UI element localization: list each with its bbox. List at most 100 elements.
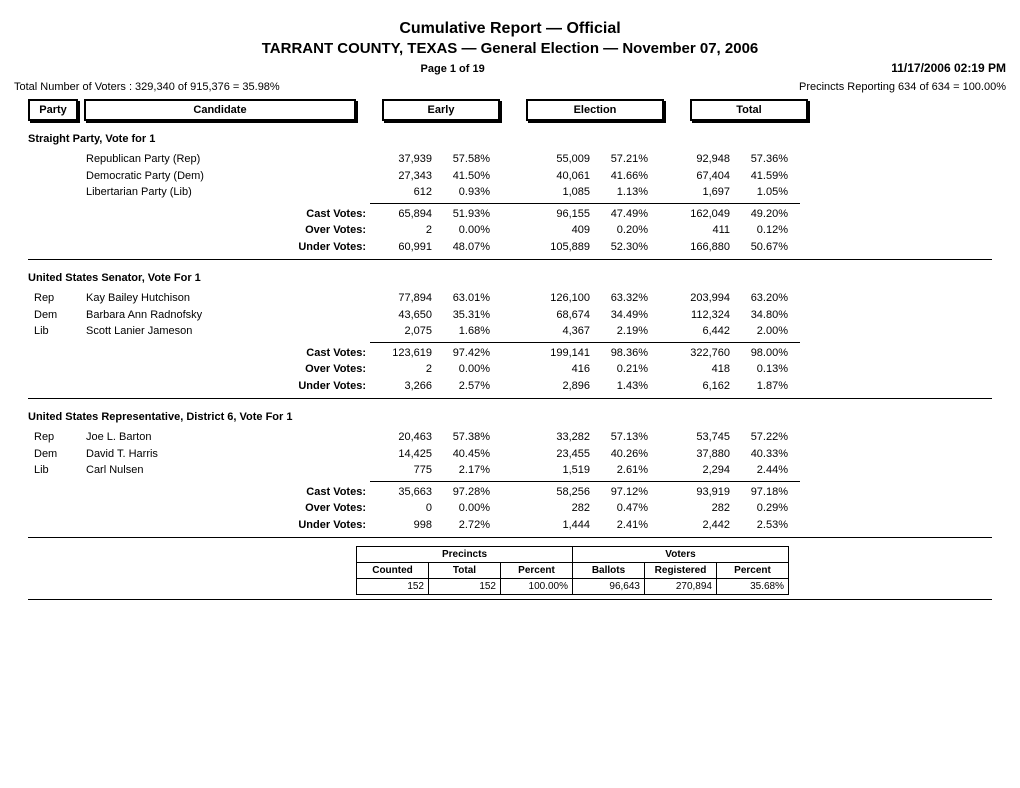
precincts-col: Registered <box>645 563 717 579</box>
early-pct: 57.38% <box>432 429 490 446</box>
early-count: 2,075 <box>370 323 432 340</box>
early-pct: 2.17% <box>432 462 490 479</box>
summary-label: Over Votes: <box>28 222 370 239</box>
total-pct: 57.22% <box>730 429 788 446</box>
total-count: 322,760 <box>648 345 730 362</box>
total-pct: 41.59% <box>730 168 788 185</box>
election-count: 55,009 <box>490 151 590 168</box>
precincts-val: 35.68% <box>717 579 789 595</box>
party-cell: Dem <box>28 307 86 324</box>
election-pct: 52.30% <box>590 239 648 256</box>
election-pct: 98.36% <box>590 345 648 362</box>
candidate-row: LibCarl Nulsen7752.17%1,5192.61%2,2942.4… <box>28 462 992 479</box>
election-count: 105,889 <box>490 239 590 256</box>
election-count: 68,674 <box>490 307 590 324</box>
early-count: 27,343 <box>370 168 432 185</box>
total-pct: 0.29% <box>730 500 788 517</box>
precincts-val: 152 <box>429 579 501 595</box>
summary-label: Cast Votes: <box>28 206 370 223</box>
election-count: 126,100 <box>490 290 590 307</box>
candidate-row: DemBarbara Ann Radnofsky43,65035.31%68,6… <box>28 307 992 324</box>
total-count: 1,697 <box>648 184 730 201</box>
summary-row: Cast Votes:123,61997.42%199,14198.36%322… <box>28 345 992 362</box>
early-count: 14,425 <box>370 446 432 463</box>
early-count: 123,619 <box>370 345 432 362</box>
total-pct: 1.05% <box>730 184 788 201</box>
election-count: 40,061 <box>490 168 590 185</box>
report-title: Cumulative Report — Official <box>14 20 1006 38</box>
hdr-election: Election <box>526 99 664 121</box>
contest-title: Straight Party, Vote for 1 <box>28 133 992 145</box>
candidate-cell: Carl Nulsen <box>86 462 370 479</box>
total-pct: 2.44% <box>730 462 788 479</box>
early-count: 2 <box>370 222 432 239</box>
total-count: 2,294 <box>648 462 730 479</box>
total-count: 282 <box>648 500 730 517</box>
column-headers: Party Candidate Early Election Total <box>28 99 1006 121</box>
hdr-total: Total <box>690 99 808 121</box>
total-count: 2,442 <box>648 517 730 534</box>
precincts-reporting: Precincts Reporting 634 of 634 = 100.00% <box>799 81 1006 93</box>
precincts-col: Total <box>429 563 501 579</box>
early-count: 2 <box>370 361 432 378</box>
candidate-cell: Democratic Party (Dem) <box>86 168 370 185</box>
total-pct: 0.12% <box>730 222 788 239</box>
early-pct: 0.93% <box>432 184 490 201</box>
candidate-row: Democratic Party (Dem)27,34341.50%40,061… <box>28 168 992 185</box>
candidate-cell: Scott Lanier Jameson <box>86 323 370 340</box>
total-count: 418 <box>648 361 730 378</box>
precincts-val: 152 <box>357 579 429 595</box>
election-pct: 57.21% <box>590 151 648 168</box>
election-count: 33,282 <box>490 429 590 446</box>
election-pct: 97.12% <box>590 484 648 501</box>
early-count: 35,663 <box>370 484 432 501</box>
summary-row: Over Votes:00.00%2820.47%2820.29% <box>28 500 992 517</box>
election-count: 1,085 <box>490 184 590 201</box>
total-pct: 40.33% <box>730 446 788 463</box>
early-pct: 51.93% <box>432 206 490 223</box>
contest: United States Senator, Vote For 1RepKay … <box>28 272 992 399</box>
precincts-col: Percent <box>501 563 573 579</box>
early-count: 37,939 <box>370 151 432 168</box>
summary-row: Cast Votes:35,66397.28%58,25697.12%93,91… <box>28 484 992 501</box>
early-pct: 97.42% <box>432 345 490 362</box>
early-count: 77,894 <box>370 290 432 307</box>
total-count: 6,162 <box>648 378 730 395</box>
candidate-cell: Republican Party (Rep) <box>86 151 370 168</box>
election-count: 416 <box>490 361 590 378</box>
total-pct: 63.20% <box>730 290 788 307</box>
summary-label: Under Votes: <box>28 517 370 534</box>
total-count: 92,948 <box>648 151 730 168</box>
early-pct: 48.07% <box>432 239 490 256</box>
precincts-val: 100.00% <box>501 579 573 595</box>
hdr-candidate: Candidate <box>84 99 356 121</box>
election-count: 409 <box>490 222 590 239</box>
summary-label: Under Votes: <box>28 378 370 395</box>
election-count: 2,896 <box>490 378 590 395</box>
contest-title: United States Representative, District 6… <box>28 411 992 423</box>
early-count: 65,894 <box>370 206 432 223</box>
precincts-col: Ballots <box>573 563 645 579</box>
total-count: 411 <box>648 222 730 239</box>
early-pct: 57.58% <box>432 151 490 168</box>
summary-label: Cast Votes: <box>28 345 370 362</box>
total-count: 166,880 <box>648 239 730 256</box>
summary-label: Under Votes: <box>28 239 370 256</box>
election-pct: 2.61% <box>590 462 648 479</box>
election-pct: 2.41% <box>590 517 648 534</box>
summary-row: Cast Votes:65,89451.93%96,15547.49%162,0… <box>28 206 992 223</box>
election-count: 282 <box>490 500 590 517</box>
early-pct: 41.50% <box>432 168 490 185</box>
total-count: 53,745 <box>648 429 730 446</box>
total-voters: Total Number of Voters : 329,340 of 915,… <box>14 81 280 93</box>
total-count: 203,994 <box>648 290 730 307</box>
early-pct: 1.68% <box>432 323 490 340</box>
early-pct: 0.00% <box>432 361 490 378</box>
early-count: 775 <box>370 462 432 479</box>
summary-label: Over Votes: <box>28 361 370 378</box>
candidate-row: RepJoe L. Barton20,46357.38%33,28257.13%… <box>28 429 992 446</box>
candidate-cell: Kay Bailey Hutchison <box>86 290 370 307</box>
candidate-row: Republican Party (Rep)37,93957.58%55,009… <box>28 151 992 168</box>
contest: United States Representative, District 6… <box>28 411 992 538</box>
total-pct: 49.20% <box>730 206 788 223</box>
